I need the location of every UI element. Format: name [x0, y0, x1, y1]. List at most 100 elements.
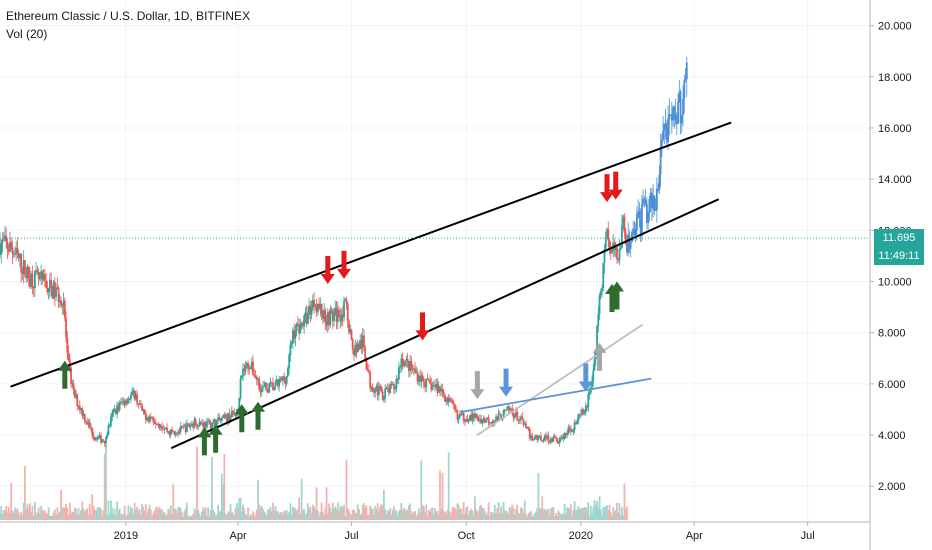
- candle-body: [152, 416, 155, 423]
- candle-body: [19, 253, 21, 259]
- trendlines[interactable]: [10, 121, 732, 449]
- signal-arrow-down-red: [600, 174, 615, 203]
- candle-body: [107, 425, 110, 435]
- candle-body: [390, 384, 393, 386]
- volume-bar: [127, 505, 130, 520]
- volume-bar: [11, 510, 14, 520]
- volume-bar: [67, 515, 70, 520]
- volume-bar: [250, 515, 253, 520]
- current-price-label: 11.695: [874, 229, 924, 248]
- candle-body: [513, 415, 516, 418]
- volume-bar: [581, 507, 583, 520]
- candle-body: [589, 387, 592, 393]
- price-axis-tick-label: 20.000: [878, 21, 912, 33]
- candle-body: [161, 426, 163, 429]
- candle-body: [364, 347, 367, 360]
- volume-bar: [553, 516, 556, 520]
- volume-bar: [233, 515, 236, 520]
- candle-body: [657, 188, 660, 191]
- volume-bar: [451, 507, 454, 520]
- candle-body: [467, 420, 470, 422]
- volume-bar: [98, 507, 101, 520]
- candle-body: [533, 437, 536, 440]
- candle-body: [522, 419, 525, 425]
- candle-body: [402, 365, 405, 367]
- volume-bar: [139, 514, 142, 520]
- candle-body: [193, 419, 196, 428]
- volume-bar: [12, 512, 15, 520]
- candle-body: [98, 435, 101, 437]
- volume-bar: [62, 506, 65, 520]
- volume-bar: [248, 516, 251, 520]
- volume-bar: [274, 506, 277, 520]
- trendline-resistance: [10, 121, 732, 388]
- candle-body: [219, 420, 222, 422]
- candle-body: [153, 422, 156, 424]
- volume-bar: [197, 509, 200, 520]
- candle-body: [97, 436, 100, 438]
- candle-body: [454, 404, 456, 410]
- volume-bar: [493, 504, 496, 520]
- volume-bar: [292, 506, 294, 520]
- volume-bar: [617, 513, 620, 520]
- candle-body: [682, 99, 684, 116]
- volume-bar: [501, 513, 504, 520]
- candle-body: [143, 409, 146, 414]
- candle-body: [557, 442, 560, 444]
- volume-bar: [404, 510, 406, 520]
- candle-body: [653, 195, 656, 211]
- volume-bar: [120, 514, 122, 520]
- candle-body: [215, 420, 218, 427]
- volume-bar: [6, 512, 9, 520]
- volume-bar: [460, 508, 463, 520]
- candle-body: [416, 372, 419, 382]
- volume-bar: [411, 513, 414, 520]
- volume-bar: [26, 503, 29, 520]
- candle-body: [531, 435, 534, 441]
- candle-body: [441, 389, 444, 392]
- candle-body: [359, 340, 362, 350]
- volume-bar: [561, 513, 564, 520]
- candle-body: [137, 403, 140, 405]
- candle-body: [597, 314, 600, 327]
- volume-bar: [407, 505, 410, 520]
- candle-body: [10, 242, 13, 249]
- candle-body: [283, 376, 286, 380]
- signal-arrow-down-red: [337, 250, 352, 279]
- trendline-gray-line: [476, 324, 643, 436]
- candle-body: [139, 403, 142, 406]
- candle-body: [452, 402, 455, 405]
- candle-body: [285, 376, 288, 384]
- volume-bar: [392, 506, 395, 520]
- candle-body: [624, 232, 627, 245]
- candle-body: [547, 435, 550, 442]
- volume-bar: [143, 510, 146, 520]
- candle-body: [532, 439, 535, 441]
- trendline-blue-line: [460, 377, 652, 413]
- volume-bar: [598, 496, 601, 520]
- candle-body: [449, 397, 451, 401]
- volume-bar: [97, 507, 100, 520]
- volume-bar: [340, 506, 343, 520]
- candle-body: [263, 386, 266, 388]
- candle-body: [460, 413, 463, 416]
- candle-body: [22, 260, 25, 275]
- volume-bar: [220, 473, 223, 520]
- volume-bar: [483, 510, 486, 520]
- volume-bar: [73, 507, 76, 520]
- volume-bar: [522, 512, 525, 520]
- volume-bar: [626, 506, 628, 520]
- signal-arrows[interactable]: [57, 171, 624, 456]
- volume-bar: [572, 509, 575, 520]
- volume-bar: [472, 515, 475, 520]
- volume-bar: [344, 516, 347, 520]
- candle-body: [488, 422, 491, 424]
- candle-body: [110, 416, 112, 426]
- volume-bar: [427, 509, 430, 520]
- volume-bar: [527, 513, 530, 520]
- candle-body: [648, 199, 651, 213]
- candle-body: [563, 433, 566, 439]
- volume-bar: [96, 507, 99, 520]
